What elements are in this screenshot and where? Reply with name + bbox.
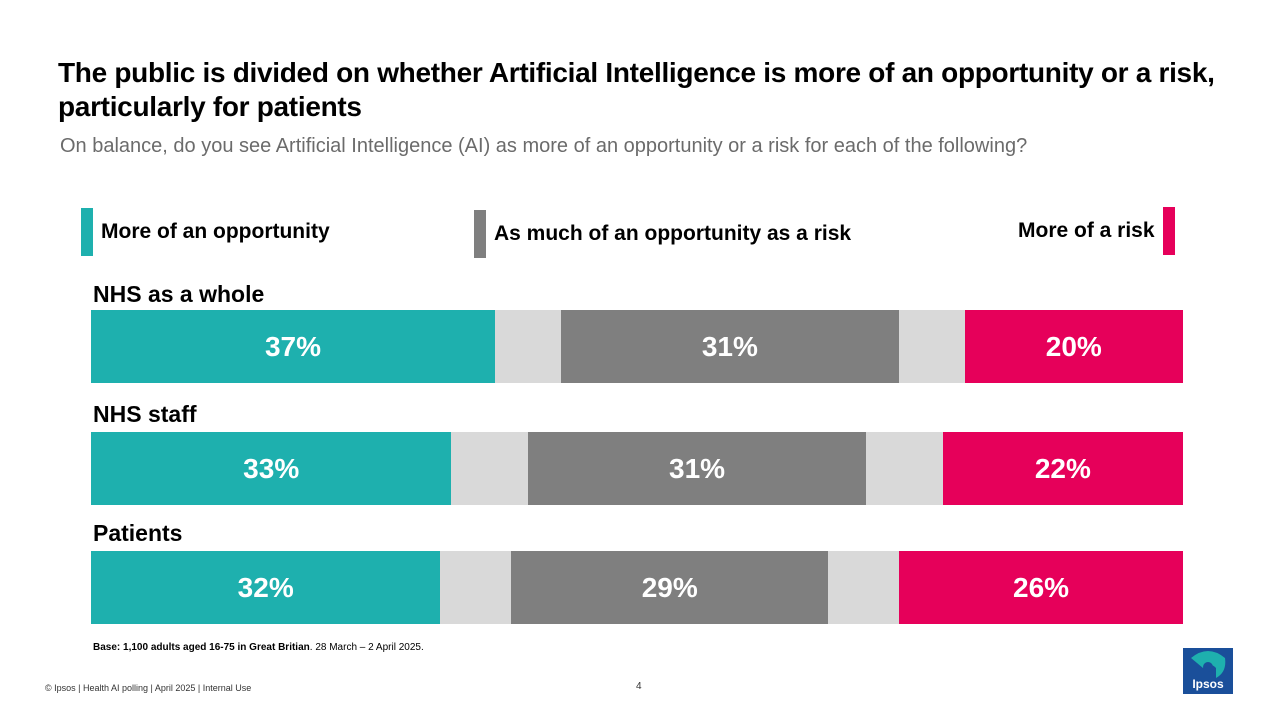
bar-risk-1: 20% — [964, 310, 1183, 383]
row-label-nhs-as-a-whole: NHS as a whole — [93, 281, 265, 307]
base-footnote-bold: Base: 1,100 adults aged 16-75 in Great B… — [93, 642, 310, 653]
bar-both-3: 29% — [511, 551, 829, 624]
ipsos-logo: Ipsos — [1183, 648, 1233, 694]
bar-gap-3-a — [440, 551, 512, 624]
bar-both-1: 31% — [560, 310, 900, 383]
row-label-patients: Patients — [93, 520, 183, 546]
bar-gap-3-b — [828, 551, 900, 624]
row-label-nhs-staff: NHS staff — [93, 401, 197, 427]
copyright-footer: © Ipsos | Health AI polling | April 2025… — [45, 683, 252, 693]
ipsos-logo-text: Ipsos — [1192, 677, 1224, 691]
bar-gap-2-b — [866, 432, 943, 505]
page-subtitle: On balance, do you see Artificial Intell… — [60, 135, 1028, 157]
legend-label-both: As much of an opportunity as a risk — [494, 222, 852, 245]
bar-gap-1-a — [495, 310, 561, 383]
ipsos-logo-mark — [1191, 651, 1226, 678]
bar-opportunity-2: 33% — [91, 432, 452, 505]
bar-gap-2-a — [451, 432, 528, 505]
legend-label-risk: More of a risk — [1018, 219, 1155, 242]
legend-swatch-risk — [1162, 207, 1175, 255]
legend-label-opportunity: More of an opportunity — [101, 220, 330, 243]
base-footnote: Base: 1,100 adults aged 16-75 in Great B… — [93, 642, 424, 653]
bar-risk-2: 22% — [942, 432, 1183, 505]
bar-opportunity-1: 37% — [91, 310, 495, 383]
legend-swatch-both — [474, 210, 486, 258]
bar-risk-3: 26% — [899, 551, 1183, 624]
page-title: The public is divided on whether Artific… — [58, 57, 1215, 122]
legend-risk: More of a risk — [1010, 207, 1175, 255]
legend-both: As much of an opportunity as a risk — [474, 210, 859, 258]
bar-gap-1-b — [899, 310, 965, 383]
legend-swatch-opportunity — [81, 208, 93, 256]
bar-both-2: 31% — [527, 432, 867, 505]
legend-opportunity: More of an opportunity — [81, 208, 338, 256]
base-footnote-dates: . 28 March – 2 April 2025. — [309, 642, 424, 653]
bar-opportunity-3: 32% — [91, 551, 441, 624]
page-number: 4 — [636, 681, 642, 692]
